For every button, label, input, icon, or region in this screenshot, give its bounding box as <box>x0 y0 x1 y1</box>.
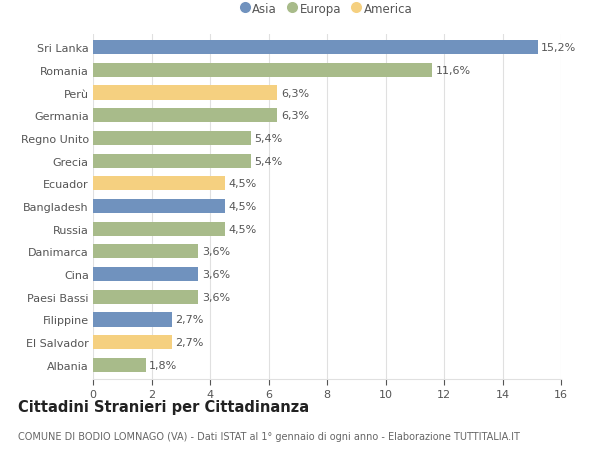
Bar <box>93 245 198 259</box>
Text: 4,5%: 4,5% <box>228 224 256 234</box>
Text: 1,8%: 1,8% <box>149 360 178 370</box>
Text: 2,7%: 2,7% <box>175 315 204 325</box>
Text: Cittadini Stranieri per Cittadinanza: Cittadini Stranieri per Cittadinanza <box>18 399 309 414</box>
Text: 6,3%: 6,3% <box>281 111 309 121</box>
Bar <box>93 290 198 304</box>
Bar <box>93 268 198 281</box>
Text: 4,5%: 4,5% <box>228 202 256 212</box>
Text: 5,4%: 5,4% <box>254 134 283 144</box>
Text: 4,5%: 4,5% <box>228 179 256 189</box>
Legend: Asia, Europa, America: Asia, Europa, America <box>239 1 415 18</box>
Bar <box>93 200 224 213</box>
Text: 6,3%: 6,3% <box>281 88 309 98</box>
Text: 5,4%: 5,4% <box>254 156 283 166</box>
Bar <box>93 177 224 191</box>
Text: 11,6%: 11,6% <box>436 66 471 76</box>
Text: 3,6%: 3,6% <box>202 292 230 302</box>
Text: 15,2%: 15,2% <box>541 43 577 53</box>
Text: COMUNE DI BODIO LOMNAGO (VA) - Dati ISTAT al 1° gennaio di ogni anno - Elaborazi: COMUNE DI BODIO LOMNAGO (VA) - Dati ISTA… <box>18 431 520 442</box>
Text: 3,6%: 3,6% <box>202 247 230 257</box>
Bar <box>93 222 224 236</box>
Bar <box>93 154 251 168</box>
Bar <box>93 41 538 55</box>
Bar <box>93 86 277 101</box>
Bar <box>93 64 432 78</box>
Bar <box>93 313 172 327</box>
Bar <box>93 358 146 372</box>
Bar <box>93 132 251 146</box>
Text: 3,6%: 3,6% <box>202 269 230 280</box>
Text: 2,7%: 2,7% <box>175 337 204 347</box>
Bar <box>93 109 277 123</box>
Bar <box>93 336 172 349</box>
